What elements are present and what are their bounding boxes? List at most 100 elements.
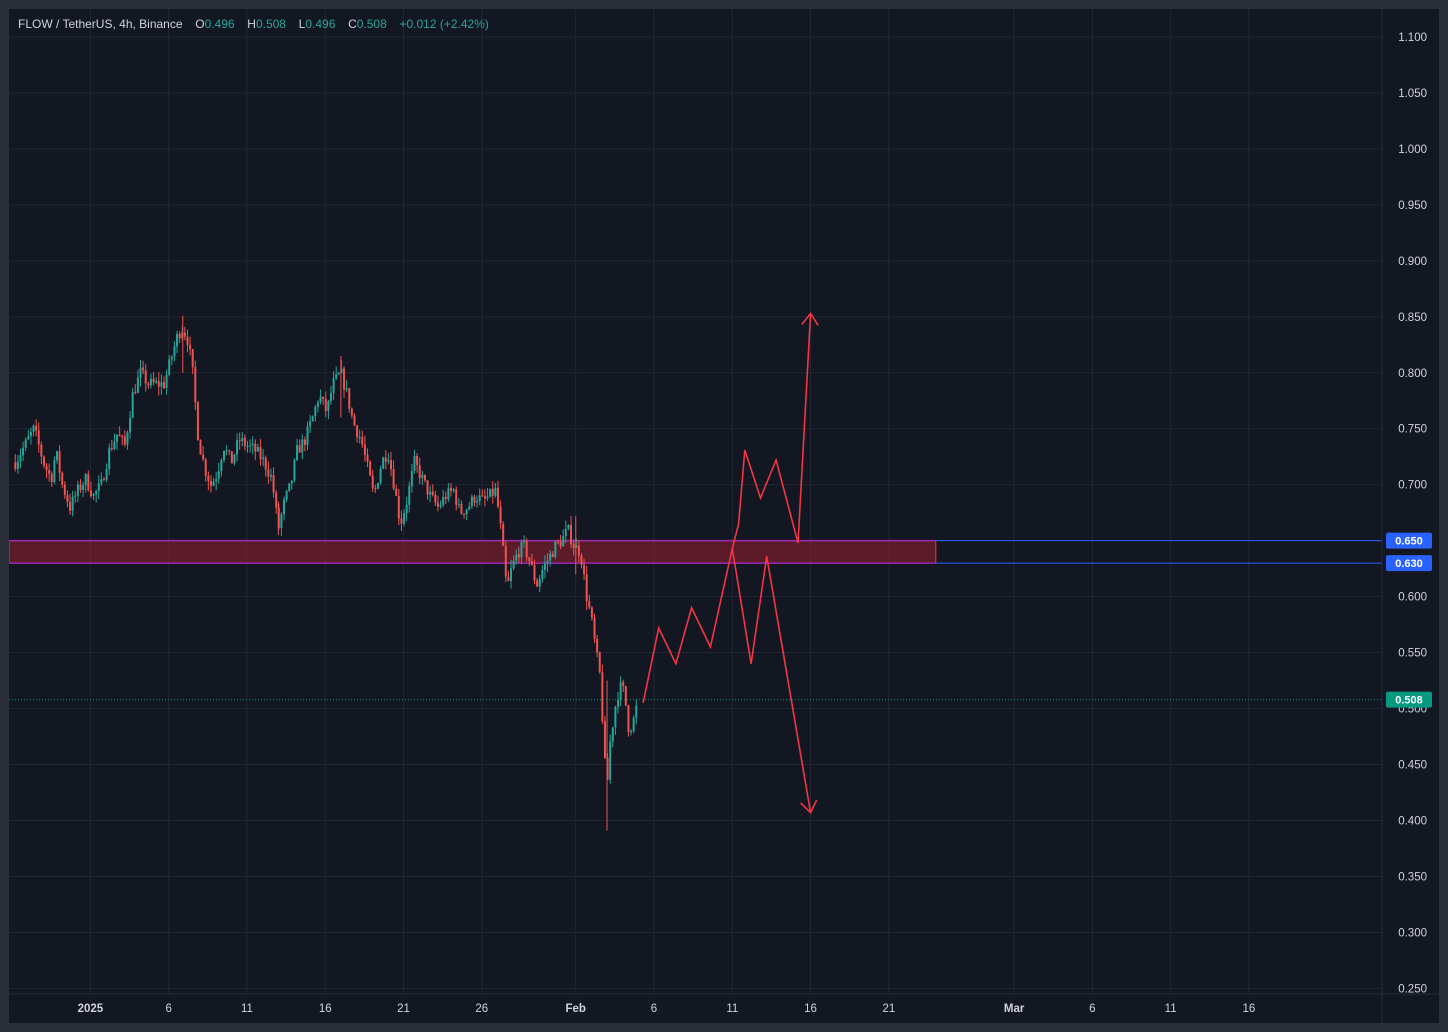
candle-body-down (491, 488, 494, 496)
candle-body-down (593, 617, 596, 639)
x-tick-label: 11 (1165, 1003, 1177, 1015)
candle-body-down (147, 383, 150, 386)
candle-body-up (329, 393, 332, 401)
candle-body-down (259, 446, 262, 460)
candle-body-down (585, 574, 588, 602)
candle-body-up (131, 392, 134, 418)
candle-body-down (483, 495, 486, 499)
candle-body-up (564, 528, 567, 537)
candle-body-down (392, 469, 395, 489)
candle-body-down (152, 378, 155, 383)
level-badge-text: 0.650 (1395, 536, 1423, 548)
candle-body-down (69, 501, 72, 511)
candle-body-down (183, 332, 186, 337)
candle-body-up (403, 513, 406, 524)
candle-body-up (345, 388, 348, 390)
candle-body-down (369, 461, 372, 476)
candle-body-down (162, 382, 165, 389)
candle-body-up (24, 439, 27, 448)
candle-body-down (361, 437, 364, 445)
candle-body-up (630, 731, 633, 733)
projection-path-bearish (731, 548, 812, 813)
candle-body-up (549, 553, 552, 561)
candle-body-down (238, 440, 241, 442)
candle-body-down (481, 495, 484, 497)
candle-body-up (619, 682, 622, 701)
candle-body-down (536, 580, 539, 587)
candle-body-down (87, 474, 90, 491)
candle-body-up (554, 541, 557, 557)
candle-body-down (322, 396, 325, 399)
candle-body-down (363, 444, 366, 455)
candle-body-down (533, 564, 536, 581)
projection-drawing[interactable] (642, 312, 819, 815)
candle-body-down (603, 721, 606, 758)
candle-body-up (316, 402, 319, 407)
candle-body-up (105, 469, 108, 481)
candle-body-up (173, 346, 176, 357)
x-tick-label: 11 (726, 1003, 738, 1015)
candle-body-up (452, 489, 455, 491)
candle-body-up (97, 483, 100, 491)
candle-body-down (144, 370, 147, 384)
x-tick-label: 21 (397, 1003, 410, 1015)
candle-body-up (306, 426, 309, 445)
candle-body-up (635, 705, 638, 718)
candle-body-down (267, 469, 270, 477)
candle-body-up (421, 474, 424, 479)
candle-body-down (426, 480, 429, 495)
candle-body-up (223, 451, 226, 460)
candle-body-down (123, 436, 126, 445)
candle-body-down (63, 484, 66, 496)
candle-body-down (303, 439, 306, 445)
projection-path-bullish (737, 313, 812, 544)
candle-body-down (209, 481, 212, 486)
candle-body-down (431, 491, 434, 495)
candle-body-up (170, 356, 173, 360)
candle-body-up (387, 460, 390, 462)
open-value: 0.496 (204, 17, 235, 31)
candle-body-down (50, 473, 53, 482)
candle-body-down (502, 523, 505, 546)
arrow-up-head (801, 312, 819, 326)
candle-body-down (58, 451, 61, 473)
candle-body-down (110, 447, 113, 450)
candle-body-down (624, 685, 627, 706)
candle-body-up (290, 480, 293, 484)
candle-body-down (118, 434, 121, 437)
price-axis[interactable]: 1.100 1.050 1.000 0.950 0.900 0.850 0.800 0.750… (1381, 9, 1427, 1023)
candle-body-down (606, 757, 609, 780)
time-axis[interactable]: 2025 6 11 16 21 26 Feb 6 11 16 21 Mar 6 11 16 (9, 993, 1439, 1015)
candle-body-down (517, 554, 520, 558)
candle-body-down (434, 494, 437, 503)
symbol-title[interactable]: FLOW / TetherUS, 4h, Binance (18, 17, 183, 31)
candle-body-down (525, 540, 528, 558)
candle-body-down (191, 349, 194, 368)
support-zone[interactable] (9, 539, 1382, 564)
candle-body-up (136, 377, 139, 393)
candle-body-down (450, 488, 453, 491)
candle-body-up (283, 499, 286, 515)
candle-body-down (298, 445, 301, 453)
y-tick-label: 1.100 (1398, 32, 1427, 44)
candle-body-up (74, 495, 77, 497)
chart-panel[interactable]: 1.100 1.050 1.000 0.950 0.900 0.850 0.800 0.750… (9, 9, 1439, 1023)
candle-body-down (102, 479, 105, 481)
x-tick-label: 6 (651, 1003, 657, 1015)
candle-body-up (280, 514, 283, 529)
candle-body-up (288, 483, 291, 491)
candle-body-up (246, 445, 249, 447)
candle-body-down (418, 465, 421, 479)
candle-body-down (48, 470, 51, 474)
candle-body-up (215, 479, 218, 482)
y-tick-label: 0.950 (1398, 200, 1427, 212)
candle-body-down (142, 367, 145, 371)
x-tick-label: 16 (319, 1003, 332, 1015)
candle-body-down (199, 440, 202, 455)
candle-body-up (76, 484, 79, 496)
candle-body-up (413, 456, 416, 472)
candle-body-up (95, 490, 98, 495)
price-chart[interactable]: 1.100 1.050 1.000 0.950 0.900 0.850 0.800 0.750… (9, 9, 1439, 1023)
candle-body-up (71, 496, 74, 511)
y-tick-label: 0.800 (1398, 368, 1427, 380)
